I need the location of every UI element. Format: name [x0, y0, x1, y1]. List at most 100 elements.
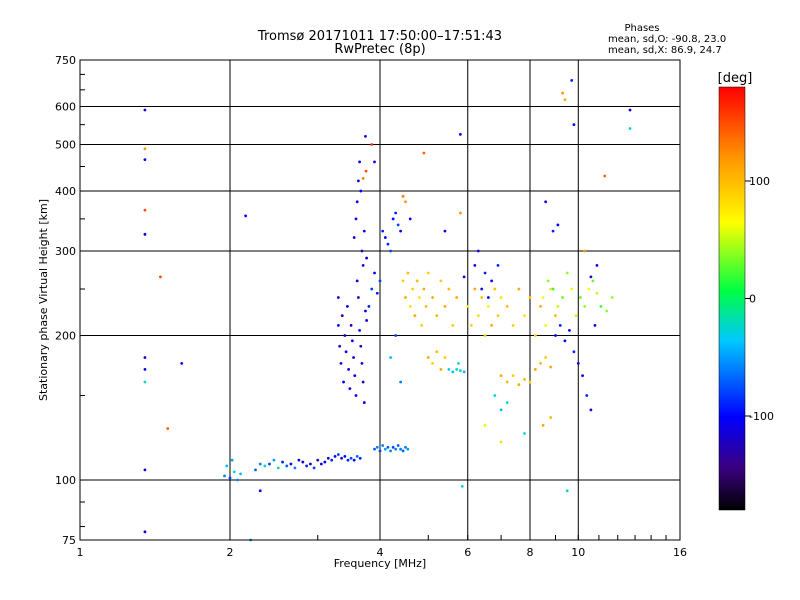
data-point	[364, 309, 367, 313]
data-point	[554, 334, 557, 337]
data-point	[386, 242, 390, 246]
data-point	[551, 229, 555, 233]
data-point	[572, 123, 576, 127]
data-point	[539, 305, 542, 308]
stats-line-o: mean, sd,O: -90.8, 23.0	[608, 34, 726, 45]
data-point	[353, 374, 357, 378]
data-point	[244, 214, 248, 218]
data-point	[558, 323, 562, 327]
data-point	[496, 314, 500, 318]
data-point	[391, 217, 395, 221]
data-point	[505, 305, 509, 308]
data-point	[305, 464, 309, 468]
data-point	[499, 440, 503, 444]
data-point	[285, 464, 289, 468]
data-point	[383, 236, 387, 239]
data-point	[447, 368, 451, 371]
data-point	[533, 334, 537, 337]
stats-line-x: mean, sd,X: 86.9, 24.7	[608, 45, 722, 56]
data-point	[570, 79, 574, 82]
data-point	[389, 249, 392, 253]
data-point	[406, 271, 410, 275]
data-point	[459, 369, 462, 373]
data-point	[143, 232, 147, 236]
data-point	[143, 368, 147, 371]
data-point	[549, 416, 553, 419]
data-point	[563, 339, 567, 343]
data-point	[143, 158, 147, 162]
data-point	[258, 462, 262, 466]
chart-subtitle: RwPretec (8p)	[334, 42, 425, 57]
data-point	[443, 305, 447, 308]
data-point	[232, 470, 236, 474]
data-point	[570, 287, 574, 291]
data-point	[316, 458, 320, 462]
data-point	[373, 447, 376, 451]
data-point	[143, 356, 147, 359]
data-point	[373, 271, 376, 275]
data-point	[180, 361, 184, 365]
data-point	[523, 378, 526, 381]
data-point	[473, 263, 477, 267]
y-tick-label: 400	[55, 185, 76, 198]
y-tick-label: 600	[55, 101, 76, 114]
data-point	[628, 108, 632, 112]
colorbar-label: [deg]	[718, 71, 753, 86]
data-point	[143, 147, 147, 151]
data-point	[490, 323, 494, 327]
data-point	[455, 368, 459, 371]
y-tick-label: 75	[62, 534, 76, 547]
data-point	[599, 305, 603, 308]
data-point	[469, 323, 473, 327]
data-point	[352, 356, 355, 359]
data-point	[356, 296, 360, 299]
plot-frame	[79, 59, 681, 541]
data-point	[404, 200, 407, 204]
data-point	[223, 474, 226, 478]
data-point	[483, 271, 487, 275]
data-point	[359, 344, 363, 348]
data-point	[386, 445, 390, 449]
data-point	[404, 445, 407, 449]
data-point	[225, 464, 229, 468]
data-point	[420, 323, 424, 327]
data-point	[476, 314, 480, 318]
data-point	[480, 296, 484, 299]
data-point	[544, 356, 548, 359]
x-tick-label: 1	[77, 546, 84, 559]
scatter-points	[143, 79, 632, 542]
data-point	[595, 263, 599, 267]
data-point	[355, 200, 359, 204]
data-point	[517, 287, 521, 291]
x-axis-label: Frequency [MHz]	[334, 557, 426, 570]
data-point	[228, 476, 232, 480]
data-point	[143, 468, 147, 472]
data-point	[593, 323, 597, 327]
data-point	[352, 458, 356, 462]
data-point	[435, 314, 439, 318]
data-point	[411, 287, 414, 291]
data-point	[589, 408, 593, 412]
data-point	[605, 309, 609, 313]
data-point	[326, 456, 330, 460]
data-point	[462, 370, 466, 374]
data-point	[340, 456, 344, 460]
data-point	[362, 229, 366, 233]
x-tick-label: 2	[227, 546, 234, 559]
data-point	[361, 263, 365, 267]
data-point	[431, 361, 434, 365]
data-point	[268, 462, 271, 466]
data-point	[595, 291, 599, 295]
data-point	[565, 489, 569, 493]
data-point	[399, 229, 403, 233]
data-point	[381, 444, 385, 447]
data-point	[365, 256, 369, 260]
data-point	[359, 189, 363, 193]
y-axis-label: Stationary phase Virtual Height [km]	[37, 199, 50, 401]
data-point	[422, 151, 426, 155]
data-point	[457, 361, 460, 365]
data-point	[272, 458, 276, 462]
data-point	[554, 314, 557, 318]
data-point	[362, 401, 366, 404]
data-point	[339, 361, 343, 365]
